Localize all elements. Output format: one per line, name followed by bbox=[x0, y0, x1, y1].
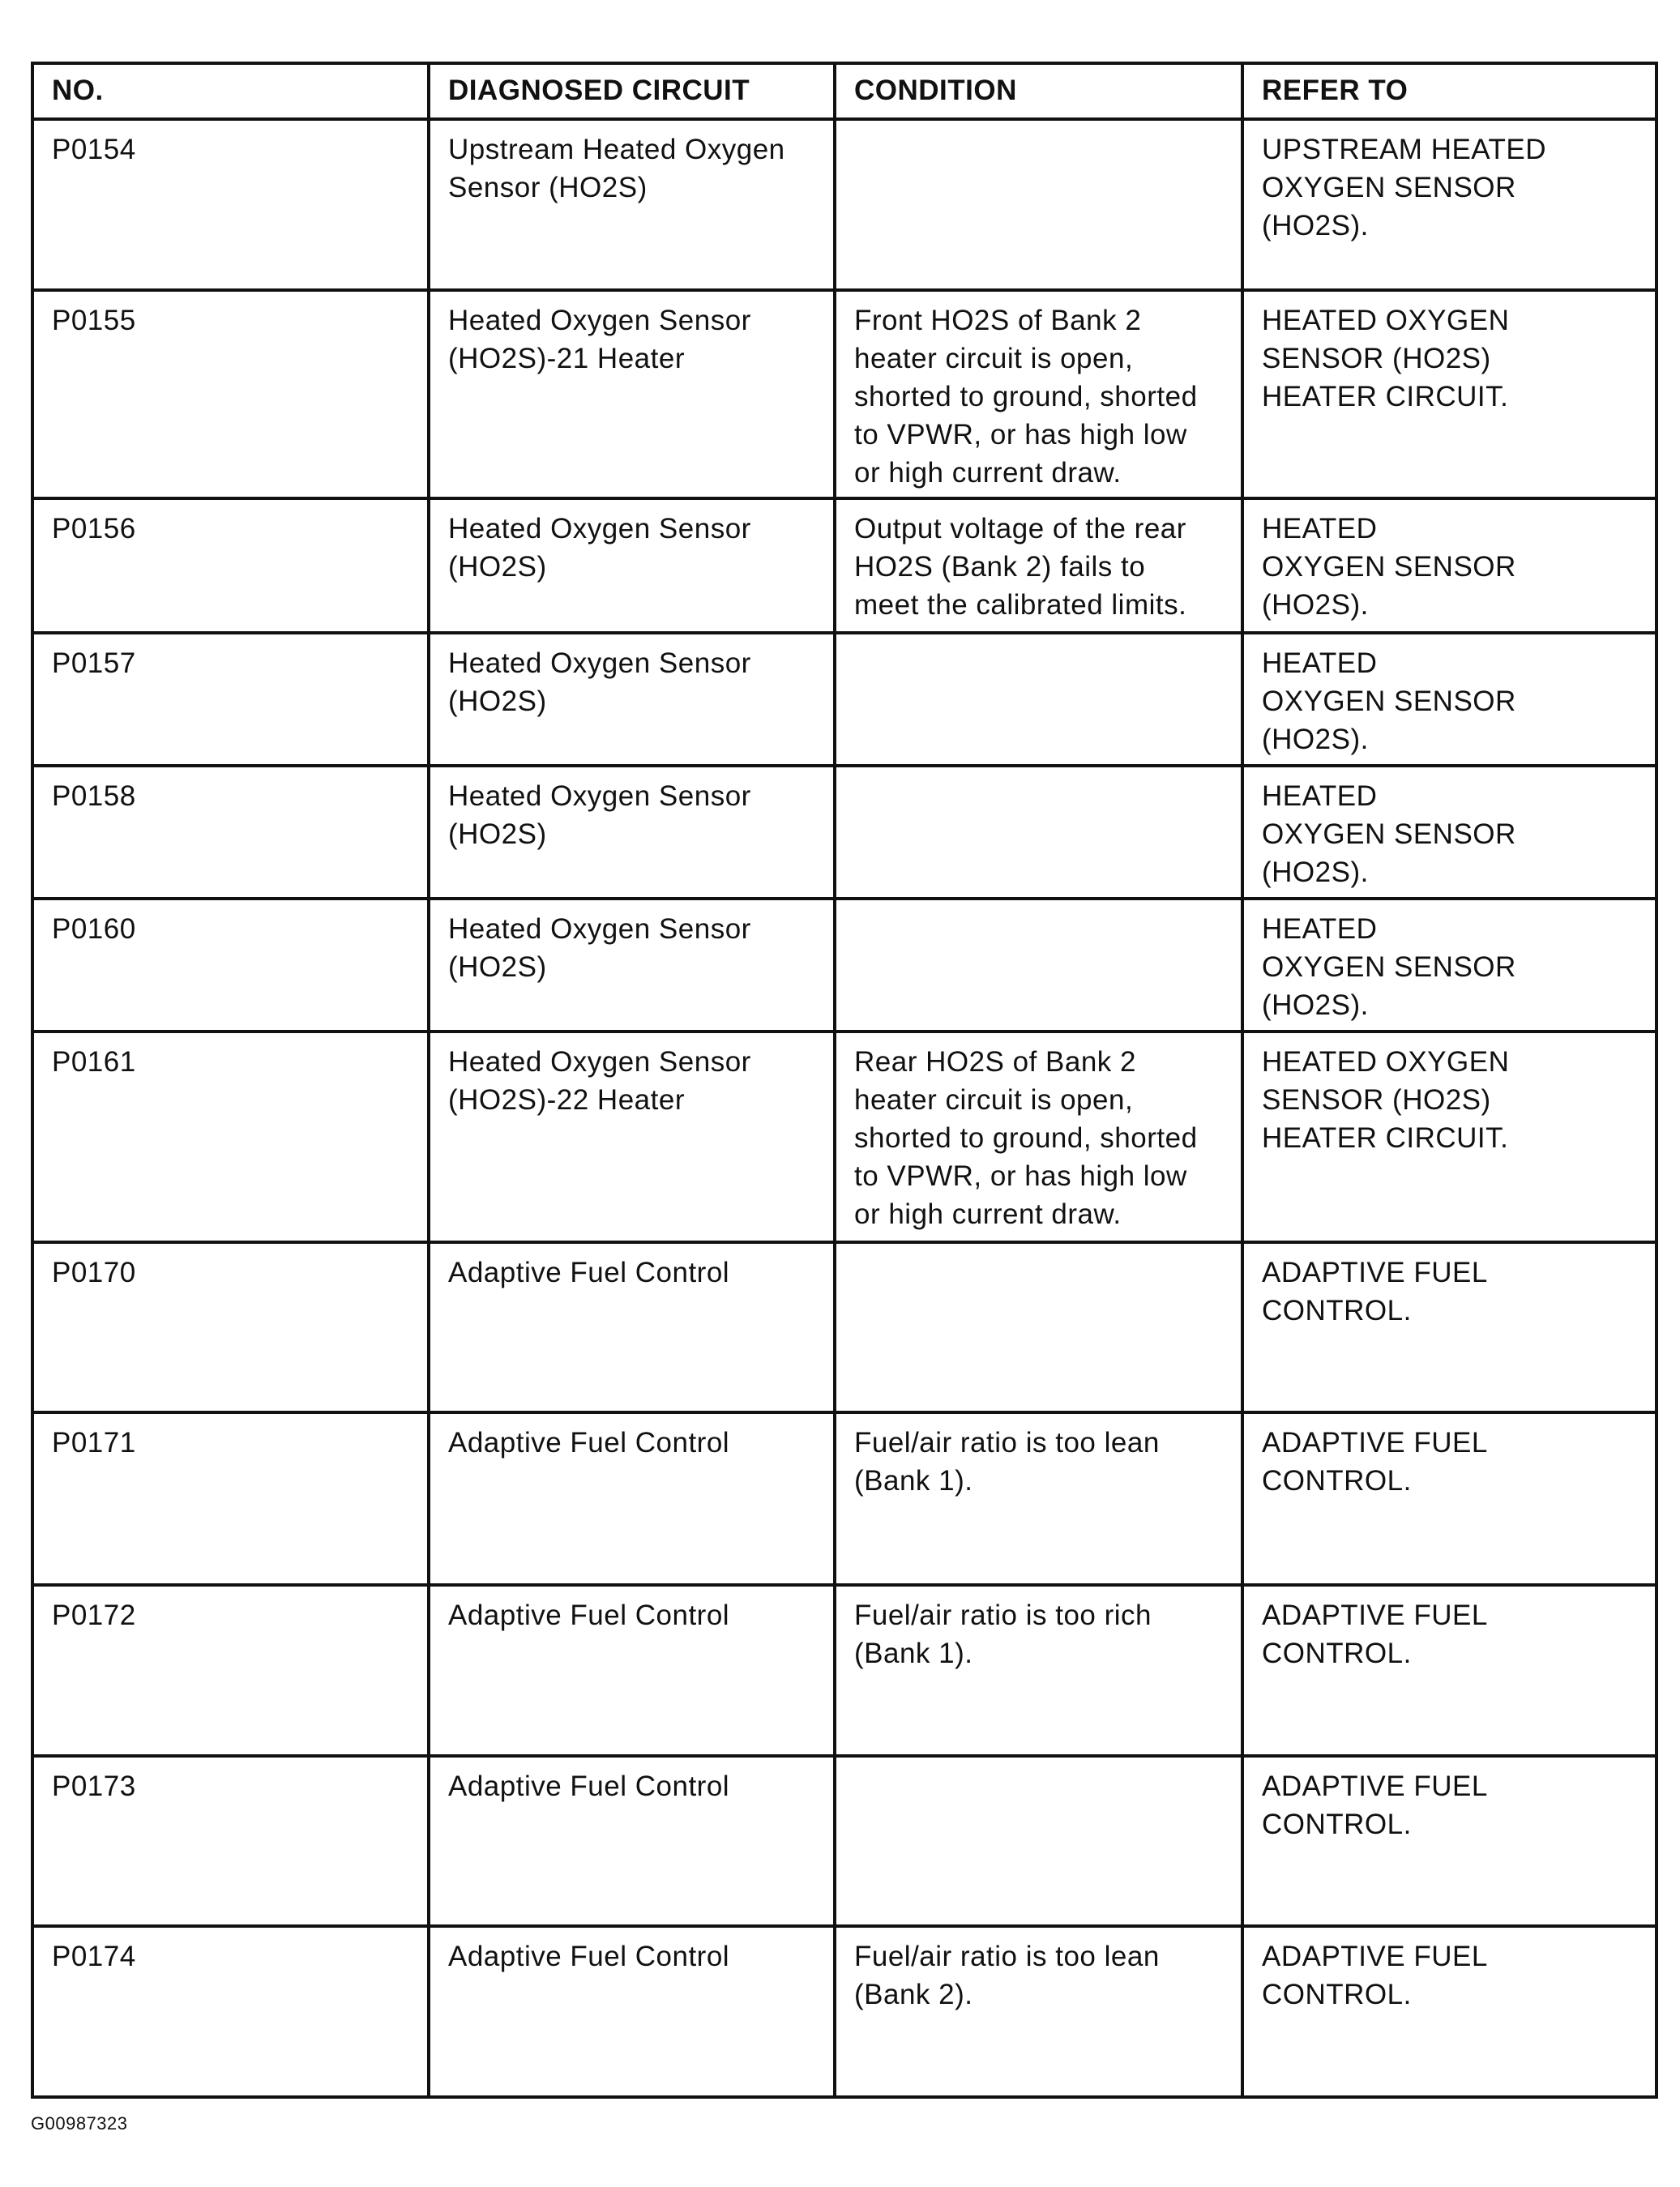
condition-cell: Front HO2S of Bank 2 heater circuit is o… bbox=[833, 288, 1244, 500]
code-cell: P0160 bbox=[31, 897, 430, 1033]
header-diagnosed-circuit: DIAGNOSED CIRCUIT bbox=[427, 62, 836, 121]
refer-to-cell: HEATED OXYGEN SENSOR (HO2S). bbox=[1241, 764, 1658, 900]
table-row: P0156 Heated Oxygen Sensor (HO2S) Output v… bbox=[31, 497, 1658, 634]
code-cell: P0173 bbox=[31, 1754, 430, 1928]
condition-cell: Rear HO2S of Bank 2 heater circuit is op… bbox=[833, 1030, 1244, 1244]
condition-cell bbox=[833, 1754, 1244, 1928]
refer-to-cell: UPSTREAM HEATED OXYGEN SENSOR (HO2S). bbox=[1241, 117, 1658, 292]
refer-to-cell: HEATED OXYGEN SENSOR (HO2S) HEATER CIRCU… bbox=[1241, 1030, 1658, 1244]
condition-cell: Fuel/air ratio is too lean (Bank 2). bbox=[833, 1924, 1244, 2099]
table-row: P0174 Adaptive Fuel Control Fuel/air ratio… bbox=[31, 1924, 1658, 2099]
code-cell: P0172 bbox=[31, 1583, 430, 1758]
table-row: P0154 Upstream Heated Oxygen Sensor (HO2S… bbox=[31, 117, 1658, 292]
circuit-cell: Adaptive Fuel Control bbox=[427, 1924, 836, 2099]
code-cell: P0174 bbox=[31, 1924, 430, 2099]
refer-to-cell: ADAPTIVE FUEL CONTROL. bbox=[1241, 1924, 1658, 2099]
code-cell: P0161 bbox=[31, 1030, 430, 1244]
circuit-cell: Heated Oxygen Sensor (HO2S)-22 Heater bbox=[427, 1030, 836, 1244]
circuit-cell: Adaptive Fuel Control bbox=[427, 1583, 836, 1758]
circuit-cell: Adaptive Fuel Control bbox=[427, 1754, 836, 1928]
header-no: NO. bbox=[31, 62, 430, 121]
figure-id: G00987323 bbox=[31, 2113, 128, 2134]
header-refer-to: REFER TO bbox=[1241, 62, 1658, 121]
circuit-cell: Heated Oxygen Sensor (HO2S) bbox=[427, 764, 836, 900]
header-row: NO. DIAGNOSED CIRCUIT CONDITION REFER TO bbox=[31, 62, 1658, 121]
circuit-cell: Heated Oxygen Sensor (HO2S) bbox=[427, 497, 836, 634]
refer-to-cell: HEATED OXYGEN SENSOR (HO2S). bbox=[1241, 897, 1658, 1033]
refer-to-cell: HEATED OXYGEN SENSOR (HO2S). bbox=[1241, 631, 1658, 767]
table-row: P0158 Heated Oxygen Sensor (HO2S) HEATED O… bbox=[31, 764, 1658, 900]
circuit-cell: Heated Oxygen Sensor (HO2S)-21 Heater bbox=[427, 288, 836, 500]
table-row: P0157 Heated Oxygen Sensor (HO2S) HEATED O… bbox=[31, 631, 1658, 767]
code-cell: P0158 bbox=[31, 764, 430, 900]
refer-to-cell: ADAPTIVE FUEL CONTROL. bbox=[1241, 1754, 1658, 1928]
table-row: P0155 Heated Oxygen Sensor (HO2S)-21 Heat… bbox=[31, 288, 1658, 500]
refer-to-cell: ADAPTIVE FUEL CONTROL. bbox=[1241, 1583, 1658, 1758]
code-cell: P0157 bbox=[31, 631, 430, 767]
circuit-cell: Adaptive Fuel Control bbox=[427, 1411, 836, 1587]
circuit-cell: Adaptive Fuel Control bbox=[427, 1241, 836, 1414]
condition-cell bbox=[833, 631, 1244, 767]
circuit-cell: Heated Oxygen Sensor (HO2S) bbox=[427, 631, 836, 767]
table-row: P0171 Adaptive Fuel Control Fuel/air ratio… bbox=[31, 1411, 1658, 1587]
circuit-cell: Heated Oxygen Sensor (HO2S) bbox=[427, 897, 836, 1033]
table-row: P0160 Heated Oxygen Sensor (HO2S) HEATED O… bbox=[31, 897, 1658, 1033]
refer-to-cell: ADAPTIVE FUEL CONTROL. bbox=[1241, 1241, 1658, 1414]
condition-cell bbox=[833, 117, 1244, 292]
code-cell: P0170 bbox=[31, 1241, 430, 1414]
table-row: P0173 Adaptive Fuel Control ADAPTIVE FUEL … bbox=[31, 1754, 1658, 1928]
code-cell: P0155 bbox=[31, 288, 430, 500]
table-row: P0170 Adaptive Fuel Control ADAPTIVE FUEL … bbox=[31, 1241, 1658, 1414]
code-cell: P0154 bbox=[31, 117, 430, 292]
condition-cell: Fuel/air ratio is too lean (Bank 1). bbox=[833, 1411, 1244, 1587]
code-cell: P0171 bbox=[31, 1411, 430, 1587]
refer-to-cell: HEATED OXYGEN SENSOR (HO2S). bbox=[1241, 497, 1658, 634]
condition-cell bbox=[833, 1241, 1244, 1414]
condition-cell: Output voltage of the rear HO2S (Bank 2)… bbox=[833, 497, 1244, 634]
condition-cell bbox=[833, 897, 1244, 1033]
condition-cell: Fuel/air ratio is too rich (Bank 1). bbox=[833, 1583, 1244, 1758]
circuit-cell: Upstream Heated Oxygen Sensor (HO2S) bbox=[427, 117, 836, 292]
refer-to-cell: ADAPTIVE FUEL CONTROL. bbox=[1241, 1411, 1658, 1587]
table-row: P0161 Heated Oxygen Sensor (HO2S)-22 Heat… bbox=[31, 1030, 1658, 1244]
header-condition: CONDITION bbox=[833, 62, 1244, 121]
dtc-table: NO. DIAGNOSED CIRCUIT CONDITION REFER TO… bbox=[31, 62, 1658, 2099]
condition-cell bbox=[833, 764, 1244, 900]
refer-to-cell: HEATED OXYGEN SENSOR (HO2S) HEATER CIRCU… bbox=[1241, 288, 1658, 500]
table-row: P0172 Adaptive Fuel Control Fuel/air ratio… bbox=[31, 1583, 1658, 1758]
code-cell: P0156 bbox=[31, 497, 430, 634]
